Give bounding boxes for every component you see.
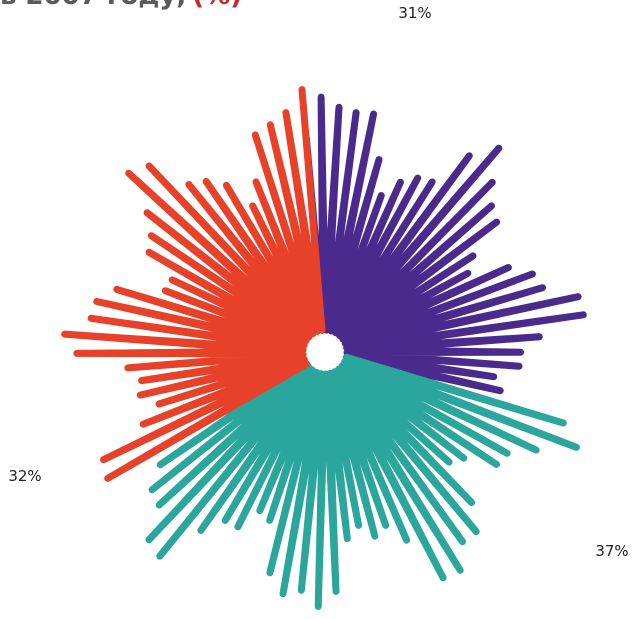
slice-label: 32% (8, 467, 41, 485)
slice-label: 31% (398, 4, 431, 22)
chart-title: в 2007 году, (%) (0, 0, 242, 11)
pie-slice (61, 86, 326, 482)
slice-label: 37% (595, 542, 628, 560)
title-unit: (%) (192, 0, 242, 11)
title-main: в 2007 году, (0, 0, 186, 11)
pie-slice (302, 93, 587, 422)
pie-slice (145, 353, 580, 610)
